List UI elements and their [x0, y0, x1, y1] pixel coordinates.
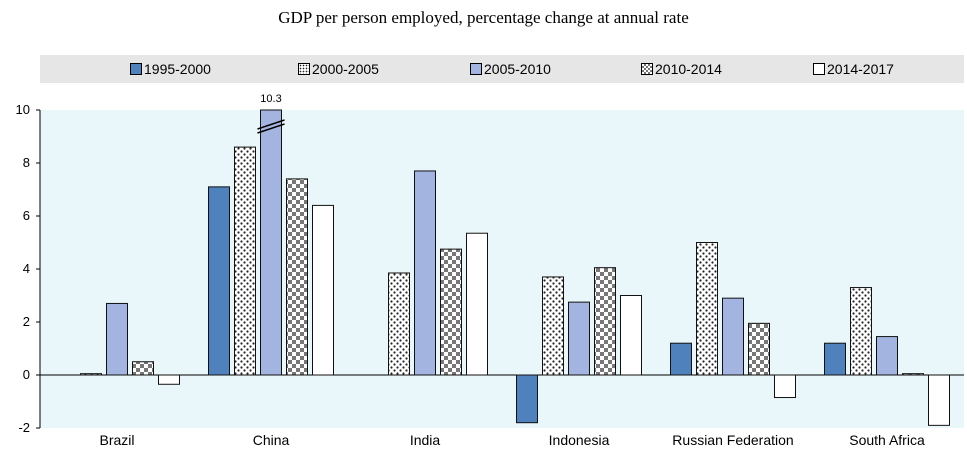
y-tick-label: 8: [23, 155, 30, 170]
category-label: Indonesia: [549, 432, 610, 448]
category-label: South Africa: [849, 432, 925, 448]
bar: [440, 248, 462, 376]
legend-swatch: [641, 63, 653, 75]
legend-swatch: [470, 63, 482, 75]
y-tick-label: 0: [23, 367, 30, 382]
bar: [516, 374, 538, 424]
bar: [466, 232, 488, 376]
legend-swatch: [298, 63, 310, 75]
y-tick-label: 10: [16, 102, 30, 117]
bar: [106, 302, 128, 376]
bar: [902, 373, 924, 376]
legend-item: 1995-2000: [130, 61, 211, 77]
bar: [80, 373, 102, 376]
bar: [594, 267, 616, 376]
bar: [414, 170, 436, 376]
chart-title: GDP per person employed, percentage chan…: [278, 8, 689, 27]
legend-item: 2000-2005: [298, 61, 379, 77]
bar: [568, 301, 590, 376]
bar: [876, 336, 898, 376]
legend-label: 2000-2005: [312, 61, 379, 77]
bar: [850, 287, 872, 376]
bar: [312, 204, 334, 376]
legend-item: 2014-2017: [813, 61, 894, 77]
y-tick-label: 4: [23, 261, 30, 276]
bar: [234, 146, 256, 376]
bar: [286, 178, 308, 376]
bar: [208, 186, 230, 376]
data-label: 10.3: [260, 93, 281, 105]
category-label: Russian Federation: [672, 432, 793, 448]
legend-item: 2005-2010: [470, 61, 551, 77]
bar: [158, 374, 180, 385]
category-label: India: [410, 432, 441, 448]
legend-item: 2010-2014: [641, 61, 722, 77]
legend-label: 2010-2014: [655, 61, 722, 77]
legend-label: 1995-2000: [144, 61, 211, 77]
bar: [928, 374, 950, 426]
category-label: China: [253, 432, 290, 448]
legend-swatch: [813, 63, 825, 75]
bar: [388, 272, 410, 376]
bar: [260, 109, 282, 376]
bar: [824, 342, 846, 376]
axis-break-mark: [257, 123, 285, 134]
y-tick-label: 2: [23, 314, 30, 329]
bar: [670, 342, 692, 376]
y-tick-label: -2: [18, 420, 30, 435]
bar: [748, 322, 770, 376]
category-label: Brazil: [99, 432, 134, 448]
legend-label: 2014-2017: [827, 61, 894, 77]
bar: [774, 374, 796, 399]
legend-label: 2005-2010: [484, 61, 551, 77]
bar: [542, 276, 564, 376]
bar: [132, 361, 154, 376]
bar: [696, 242, 718, 376]
legend-swatch: [130, 63, 142, 75]
bar: [620, 295, 642, 376]
legend: 1995-2000 2000-2005 2005-2010 2010-2014 2014…: [40, 55, 964, 83]
y-tick-label: 6: [23, 208, 30, 223]
bar: [722, 297, 744, 376]
axis-break-mark: [257, 119, 285, 130]
